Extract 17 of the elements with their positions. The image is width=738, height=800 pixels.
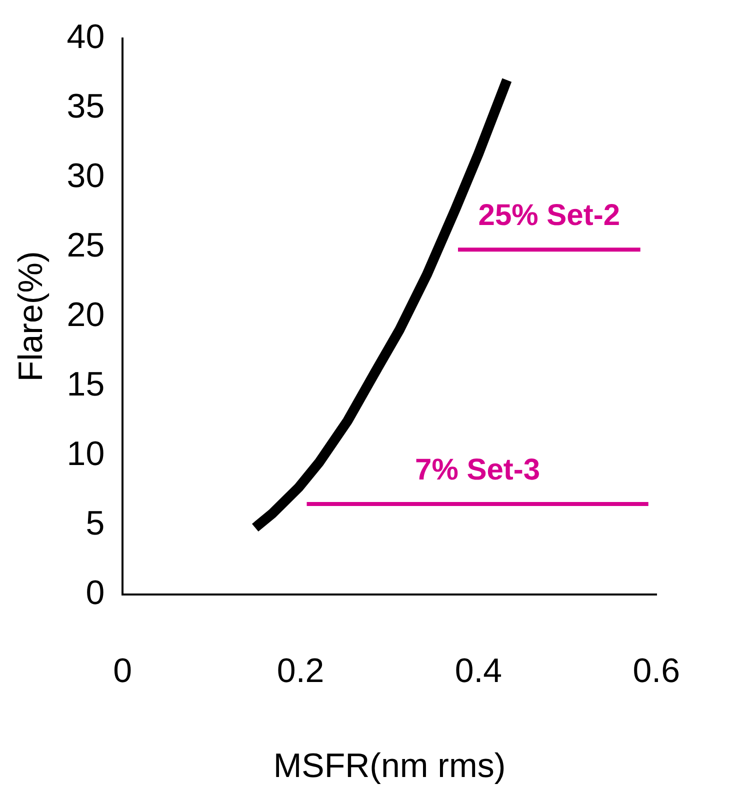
y-tick-label: 25 [66, 226, 105, 264]
x-axis-title: MSFR(nm rms) [273, 746, 506, 785]
x-tick-label: 0.6 [632, 652, 680, 690]
y-tick-label: 20 [66, 296, 105, 334]
y-tick-label: 30 [66, 156, 105, 195]
y-tick-label: 10 [66, 434, 105, 473]
y-tick-label: 35 [66, 87, 105, 126]
y-tick-label: 40 [66, 18, 105, 56]
y-axis-title: Flare(%) [12, 251, 50, 382]
x-tick-label: 0.4 [454, 652, 502, 690]
x-tick-label: 0.2 [276, 652, 324, 690]
y-tick-label: 15 [66, 365, 105, 404]
series-label: 7% Set-3 [415, 453, 540, 486]
y-tick-label: 5 [86, 504, 105, 542]
y-tick-label: 0 [86, 574, 105, 612]
x-tick-label: 0 [113, 652, 132, 690]
series-label: 25% Set-2 [478, 198, 620, 232]
